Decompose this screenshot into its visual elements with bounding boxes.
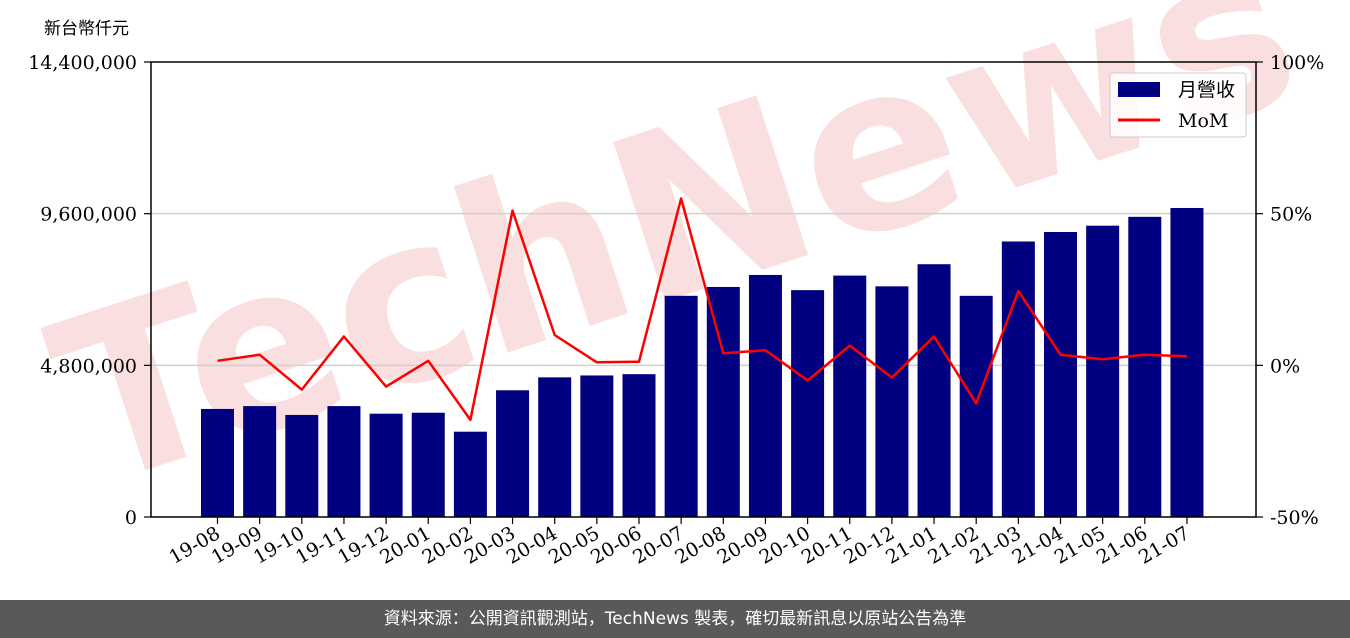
revenue-bars [201, 207, 1204, 518]
legend-label-mom: MoM [1178, 110, 1228, 132]
revenue-bar [1128, 216, 1162, 517]
source-footer: 資料來源：公開資訊觀測站，TechNews 製表，確切最新訊息以原站公告為準 [0, 600, 1350, 638]
revenue-bar [748, 274, 782, 517]
revenue-bar [1001, 241, 1035, 517]
revenue-bar [1086, 225, 1120, 517]
revenue-bar [664, 295, 698, 517]
revenue-bar [706, 286, 740, 517]
revenue-bar [917, 264, 951, 517]
legend-swatch-revenue [1118, 82, 1160, 97]
left-tick-label: 0 [125, 507, 137, 529]
revenue-bar [622, 374, 656, 517]
revenue-bar [496, 390, 530, 517]
legend-label-revenue: 月營收 [1178, 79, 1235, 101]
revenue-bar [833, 275, 867, 517]
left-tick-label: 14,400,000 [28, 52, 137, 74]
revenue-bar [411, 412, 445, 517]
legend: 月營收 MoM [1109, 72, 1247, 138]
revenue-bar [369, 413, 403, 517]
revenue-bar [791, 290, 825, 517]
revenue-bar [201, 408, 234, 517]
left-tick-label: 9,600,000 [40, 204, 137, 226]
right-tick-label: 50% [1270, 204, 1312, 226]
revenue-bar [1044, 231, 1077, 518]
mom-line-layer [217, 197, 1187, 422]
revenue-bar [243, 406, 277, 517]
revenue-bar [959, 295, 993, 517]
right-tick-label: -50% [1270, 507, 1319, 529]
revenue-bar [580, 375, 614, 517]
y-axis-unit-label: 新台幣仟元 [44, 19, 129, 39]
left-tick-label: 4,800,000 [40, 355, 137, 377]
right-tick-label: 0% [1270, 355, 1300, 377]
revenue-bar [327, 406, 361, 517]
revenue-bar [875, 286, 909, 517]
revenue-bar [453, 431, 487, 517]
revenue-bar [1170, 207, 1204, 517]
revenue-bar [285, 414, 319, 517]
revenue-mom-chart: TechNews 04,800,0009,600,00014,400,000-5… [26, 0, 1326, 569]
plot-frame [150, 61, 1257, 518]
revenue-bar [538, 377, 572, 517]
right-tick-label: 100% [1270, 52, 1324, 74]
mom-line [217, 197, 1187, 422]
